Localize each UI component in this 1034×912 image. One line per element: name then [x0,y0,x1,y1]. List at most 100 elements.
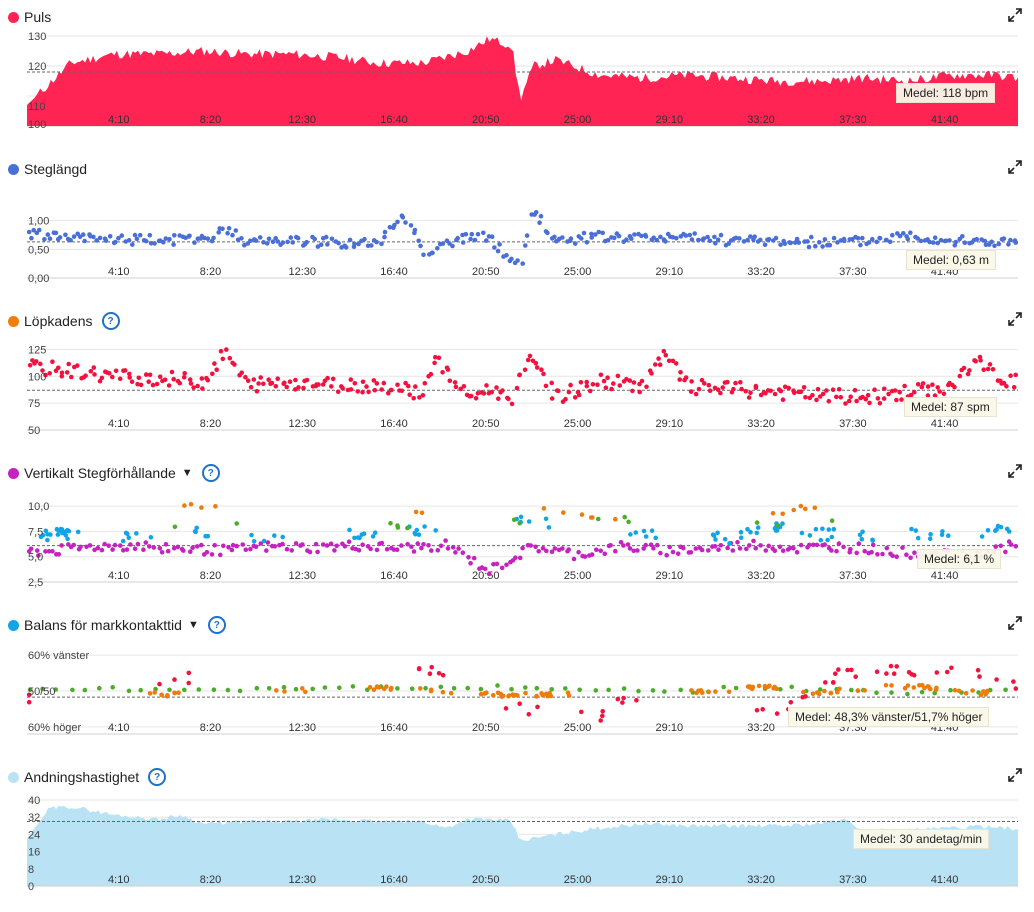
vertical-ratio-point [890,553,895,559]
stride-length-point [943,238,949,244]
vertical-ratio-point [128,542,133,547]
respiration-title: Andningshastighet ? [8,767,167,787]
cadence-point [897,389,902,395]
stride-length-point [113,239,118,245]
question-circle-icon[interactable]: ? [207,616,226,634]
vertical-ratio-point [681,545,686,551]
vertical-ratio-point [770,511,776,516]
vertical-ratio-point [571,556,577,562]
expand-arrows-icon[interactable] [1008,464,1022,478]
gct-balance-point [510,692,515,697]
vertical-ratio-point [655,542,660,548]
stride-length-point [733,235,739,241]
cadence-point [699,377,705,383]
cadence-point [801,385,807,390]
gct-balance-point [577,687,582,693]
dropdown-caret-icon[interactable]: ▼ [181,467,193,479]
stride-length-point [813,243,818,249]
gct-balance-point [416,666,422,671]
cadence-point [977,354,983,360]
expand-arrows-icon[interactable] [1008,160,1022,174]
stride-length-point [211,235,216,241]
heart-rate-y-tick-label: 120 [28,61,46,73]
stride-length-point [257,235,263,240]
cadence-point [915,382,921,387]
vertical-ratio-point [754,530,760,536]
gct-balance-point [600,713,605,719]
vertical-ratio-point [533,544,538,550]
gct-balance-point [917,683,922,688]
gct-balance-point [186,680,191,686]
stride-length-point [915,236,920,241]
cadence-point [952,384,957,390]
stride-length-point [266,236,272,242]
vertical-ratio-point [300,542,305,547]
vertical-ratio-point [946,533,951,538]
vertical-ratio-point [71,542,76,548]
gct-balance-point [934,670,940,675]
cadence-point [556,388,561,394]
vertical-ratio-point [112,542,118,548]
cadence-point [706,382,712,388]
vertical-ratio-point [747,543,752,548]
gct-balance-point [828,690,833,696]
vertical-ratio-point [328,541,334,547]
vertical-ratio-point [65,536,70,542]
gct-balance-point [523,685,528,690]
expand-arrows-icon[interactable] [1008,312,1022,326]
expand-arrows-icon[interactable] [1008,616,1022,630]
stride-length-point [26,229,32,235]
stride-length-point [683,233,689,238]
cadence-point [615,373,621,379]
vertical-ratio-point [622,514,627,520]
gct-balance-point [975,667,981,673]
vertical-ratio-point [735,539,740,545]
cadence-point [227,355,233,361]
question-circle-icon[interactable]: ? [201,464,220,482]
heart-rate-average-label: Medel: 118 bpm [896,83,996,103]
vertical-ratio-point [212,543,217,548]
gct-balance-x-tick-label: 4:10 [108,722,129,734]
cadence-point [541,371,546,377]
cadence-point [59,370,65,376]
expand-arrows-icon[interactable] [1008,8,1022,22]
stride-length-point [918,238,924,244]
gct-balance-point [620,700,625,705]
stride-length-point [57,235,63,240]
vertical-ratio-point [856,541,862,546]
vertical-ratio-point [504,562,509,568]
question-circle-icon[interactable]: ? [101,312,120,330]
vertical-ratio-point [766,543,771,549]
stride-length-point [762,242,768,248]
gct-balance-point [713,689,718,694]
cadence-point [157,374,163,379]
cadence-point [187,377,193,382]
cadence-point [406,383,411,389]
cadence-point [786,385,791,391]
cadence-point [815,386,821,392]
vertical-ratio-point [641,546,646,551]
dropdown-caret-icon[interactable]: ▼ [187,619,199,631]
gct-balance-point [726,689,732,695]
vertical-ratio-point [405,525,410,531]
question-circle-icon[interactable]: ? [148,768,167,786]
vertical-ratio-point [405,541,410,547]
cadence-point [162,377,168,383]
vertical-ratio-point [415,541,421,546]
vertical-ratio-point [368,546,373,552]
cadence-panel: Löpkadens ? 4:10 8:20 12:30 16:40 20:50 25:00… [0,304,1034,456]
vertical-ratio-point [450,545,456,550]
expand-arrows-icon[interactable] [1008,768,1022,782]
stride-length-point [983,242,989,248]
stride-length-point [707,238,713,244]
cadence-point [64,370,70,375]
respiration-x-tick-label: 33:20 [747,874,775,886]
stride-length-point [737,236,742,241]
stride-length-point [264,241,270,246]
cadence-point [595,382,600,387]
gct-balance-chart: 4:10 8:20 12:30 16:40 20:50 25:00 29:10 33:20 37… [26,650,1019,735]
vertical-ratio-point [394,547,400,552]
stride-length-point [253,238,259,243]
vertical-ratio-point [758,543,763,548]
gct-balance-point [756,683,762,689]
